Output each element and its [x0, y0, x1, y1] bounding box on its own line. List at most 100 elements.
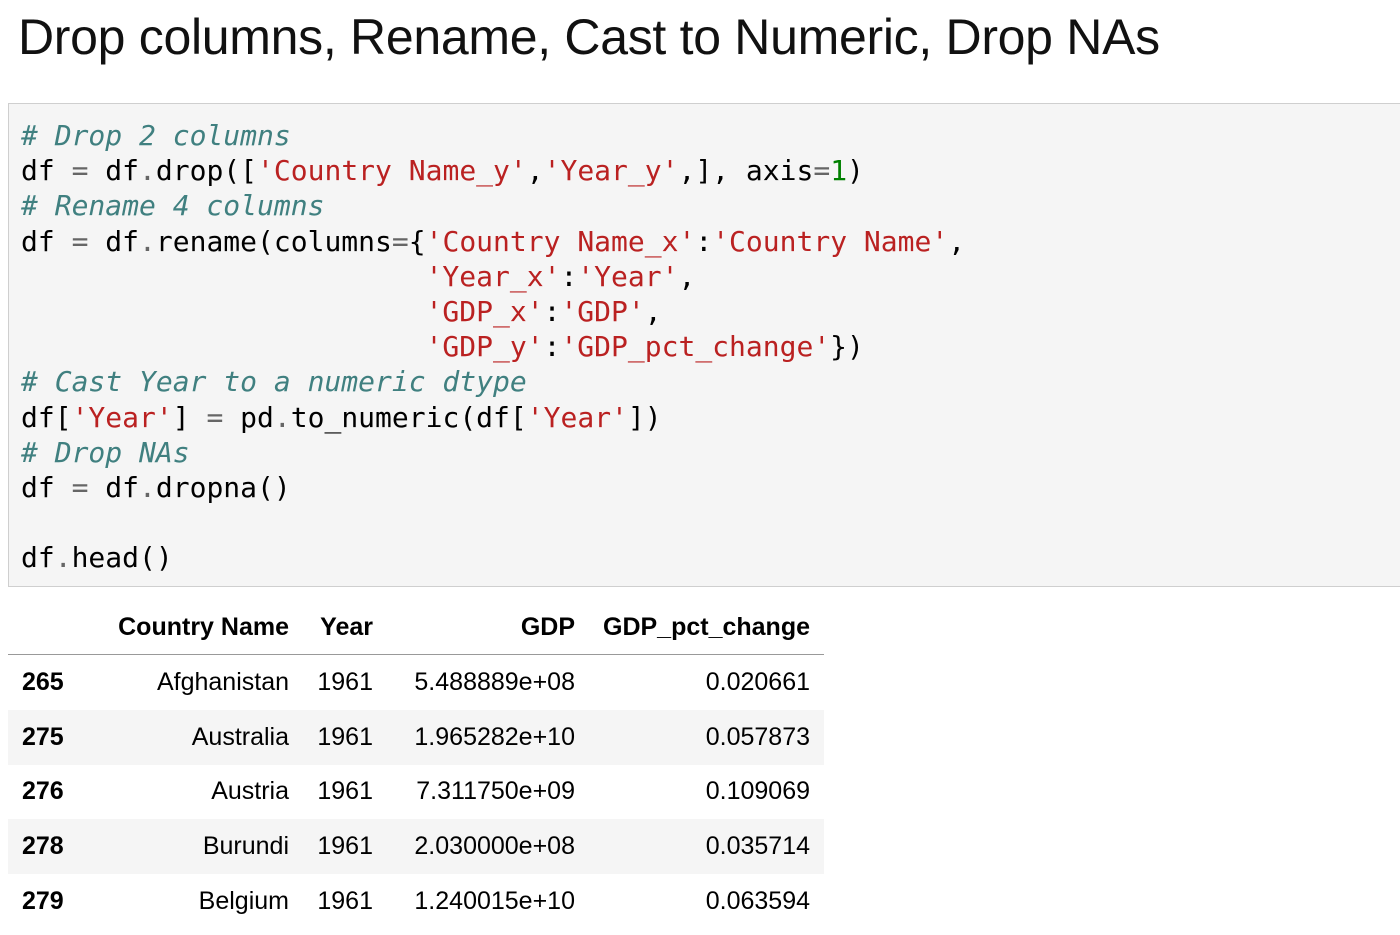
code-token: :: [560, 259, 578, 293]
code-token: head(): [71, 541, 173, 575]
code-token: =: [71, 224, 89, 258]
code-token: 'Country Name': [712, 224, 949, 258]
code-line: # Rename 4 columns: [21, 189, 324, 222]
table-row: 279 Belgium 1961 1.240015e+10 0.063594: [8, 874, 824, 929]
cell-year: 1961: [317, 832, 373, 861]
code-token: # Drop 2 columns: [21, 119, 291, 152]
code-token: df: [21, 541, 55, 575]
code-line: df = df.dropna(): [21, 471, 291, 504]
column-header-gdp-pct-change: GDP_pct_change: [589, 600, 825, 655]
cell-country-name: Australia: [191, 722, 289, 751]
cell-gdp: 5.488889e+08: [414, 667, 575, 696]
row-index: 265: [22, 667, 64, 696]
table-row: 278 Burundi 1961 2.030000e+08 0.035714: [8, 819, 825, 875]
section-heading: Drop columns, Rename, Cast to Numeric, D…: [18, 9, 1160, 65]
code-token: =: [813, 154, 831, 188]
code-token: 'Year': [526, 400, 628, 434]
code-token: # Rename 4 columns: [21, 189, 325, 223]
code-line: df['Year'] = pd.to_numeric(df['Year']): [21, 401, 662, 434]
code-token: 'Year_x': [425, 259, 561, 293]
code-token: .: [139, 224, 156, 258]
code-line: # Drop NAs: [21, 436, 190, 469]
code-line: 'GDP_y':'GDP_pct_change'}): [21, 330, 864, 363]
row-index: 278: [22, 832, 64, 861]
cell-country-name: Afghanistan: [156, 667, 289, 696]
code-token: ]: [172, 400, 207, 434]
code-line: df.head(): [21, 541, 173, 574]
code-token: }): [830, 330, 864, 364]
code-token: ,: [678, 259, 696, 293]
code-token: :: [543, 295, 561, 329]
code-token: drop([: [155, 154, 258, 188]
code-editor[interactable]: # Drop 2 columns df = df.drop(['Country …: [21, 118, 965, 576]
code-token: .: [54, 541, 72, 575]
cell-gdp: 1.965282e+10: [414, 722, 575, 751]
code-line: 'Year_x':'Year',: [21, 259, 696, 293]
table-row: 275 Australia 1961 1.965282e+10 0.057873: [8, 709, 825, 765]
cell-gdp-pct-change: 0.109069: [705, 777, 811, 806]
table-row: 265 Afghanistan 1961 5.488889e+08 0.0206…: [8, 655, 824, 710]
dataframe-output: Country Name Year GDP GDP_pct_change 265…: [8, 600, 825, 929]
cell-country-name: Belgium: [198, 887, 289, 916]
code-cell[interactable]: # Drop 2 columns df = df.drop(['Country …: [8, 103, 1400, 587]
code-token: 'GDP': [560, 295, 645, 329]
code-token: df: [21, 154, 72, 188]
code-token: df: [88, 224, 140, 258]
code-token: 'Country Name_y': [257, 154, 527, 188]
cell-gdp-pct-change: 0.057873: [705, 722, 811, 751]
code-token: ,: [948, 224, 966, 258]
code-token: 'Year': [71, 400, 173, 434]
code-token: dropna(): [155, 471, 291, 505]
code-token: :: [543, 330, 561, 364]
code-token: .: [139, 154, 156, 188]
code-token: df: [21, 224, 72, 258]
code-token: rename(columns: [155, 224, 392, 258]
code-token: [21, 260, 426, 293]
code-line: # Drop 2 columns: [21, 119, 291, 152]
code-token: .: [139, 471, 156, 505]
cell-year: 1961: [317, 722, 373, 751]
column-header-gdp: GDP: [387, 600, 589, 655]
column-header-country-name: Country Name: [98, 600, 303, 655]
cell-year: 1961: [317, 667, 373, 696]
cell-gdp-pct-change: 0.020661: [705, 667, 811, 696]
code-token: 'GDP_y': [425, 330, 544, 364]
code-line: 'GDP_x':'GDP',: [21, 295, 662, 328]
code-token: 'Year_y': [543, 154, 679, 188]
code-token: # Drop NAs: [21, 435, 190, 469]
code-token: df: [21, 471, 72, 505]
code-token: ,: [644, 295, 662, 329]
cell-country-name: Burundi: [202, 832, 289, 861]
code-token: =: [206, 400, 224, 434]
code-token: 'Year': [577, 259, 679, 293]
cell-country-name: Austria: [211, 777, 289, 806]
code-token: =: [391, 224, 409, 258]
code-token: [21, 295, 426, 328]
table-header-row: Country Name Year GDP GDP_pct_change: [8, 600, 825, 655]
cell-year: 1961: [317, 887, 373, 916]
code-token: ,: [526, 154, 544, 188]
row-index: 276: [22, 777, 64, 806]
code-token: ]): [627, 400, 662, 434]
cell-year: 1961: [317, 777, 373, 806]
code-line: # Cast Year to a numeric dtype: [21, 365, 527, 398]
code-token: :: [695, 224, 713, 258]
code-token: ): [847, 154, 864, 188]
code-token: =: [71, 471, 89, 505]
column-header-year: Year: [303, 600, 387, 655]
code-token: df[: [21, 400, 72, 434]
table-row: 276 Austria 1961 7.311750e+09 0.109069: [8, 765, 824, 820]
code-line: df = df.drop(['Country Name_y','Year_y',…: [21, 154, 864, 187]
cell-gdp: 2.030000e+08: [414, 832, 575, 861]
cell-gdp: 1.240015e+10: [414, 887, 575, 916]
code-token: to_numeric(df[: [290, 400, 527, 434]
column-header-index: [8, 600, 98, 655]
row-index: 279: [22, 887, 64, 916]
code-token: 'GDP_pct_change': [560, 330, 831, 364]
cell-gdp-pct-change: 0.063594: [705, 887, 811, 916]
code-token: df: [88, 154, 140, 188]
row-index: 275: [22, 722, 64, 751]
code-token: 1: [830, 154, 848, 188]
code-token: [21, 330, 426, 363]
code-token: 'Country Name_x': [425, 224, 696, 258]
